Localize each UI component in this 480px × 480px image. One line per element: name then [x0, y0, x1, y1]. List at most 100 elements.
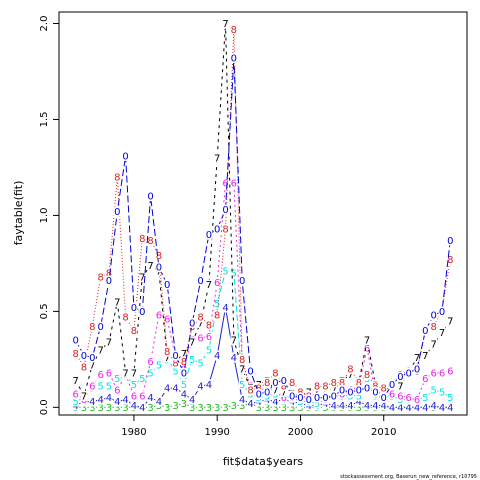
point-backdrop	[72, 396, 80, 407]
point-backdrop	[280, 402, 288, 413]
point-backdrop	[313, 398, 321, 409]
point-backdrop	[271, 385, 279, 396]
point-backdrop	[155, 250, 163, 261]
data-point: 0	[81, 351, 87, 362]
point-backdrop	[88, 360, 96, 371]
y-tick-label: 1.0	[39, 207, 50, 223]
data-point: 8	[231, 25, 237, 36]
point-backdrop	[105, 402, 113, 413]
data-point: 6	[406, 393, 412, 404]
point-backdrop	[88, 381, 96, 392]
data-point: 4	[447, 403, 453, 414]
point-backdrop	[155, 310, 163, 321]
point-backdrop	[413, 394, 421, 405]
data-point: 4	[239, 395, 245, 406]
data-point: 5	[439, 387, 445, 398]
data-point: 4	[172, 384, 178, 395]
point-backdrop	[97, 402, 105, 413]
data-point: 5	[181, 380, 187, 391]
point-backdrop	[213, 310, 221, 321]
point-backdrop	[172, 400, 180, 411]
point-backdrop	[338, 385, 346, 396]
data-point: 7	[122, 368, 128, 379]
point-backdrop	[321, 392, 329, 403]
data-point: 4	[222, 303, 228, 314]
point-backdrop	[205, 279, 213, 290]
data-point: 5	[97, 382, 103, 393]
data-point: 3	[222, 403, 228, 414]
data-point: 6	[231, 178, 237, 189]
point-backdrop	[355, 402, 363, 413]
data-point: 4	[247, 399, 253, 410]
point-backdrop	[321, 381, 329, 392]
data-point: 4	[156, 397, 162, 408]
data-point: 8	[181, 357, 187, 368]
point-backdrop	[113, 402, 121, 413]
data-point: 7	[239, 364, 245, 375]
point-backdrop	[405, 367, 413, 378]
series-layer: 3333333333333333333333333333333333333333…	[72, 18, 454, 414]
data-point: 8	[122, 313, 128, 324]
point-backdrop	[88, 321, 96, 332]
point-backdrop	[346, 400, 354, 411]
y-tick-label: 0.0	[39, 399, 50, 415]
series-8: 8888888888888888888888888888888888888888…	[72, 24, 454, 402]
point-backdrop	[255, 388, 263, 399]
point-backdrop	[421, 350, 429, 361]
point-backdrop	[247, 385, 255, 396]
data-point: 5	[222, 267, 228, 278]
data-point: 3	[122, 403, 128, 414]
point-backdrop	[296, 392, 304, 403]
data-point: 5	[356, 391, 362, 402]
data-point: 4	[364, 401, 370, 412]
point-backdrop	[130, 390, 138, 401]
point-backdrop	[205, 319, 213, 330]
point-backdrop	[205, 344, 213, 355]
point-backdrop	[413, 402, 421, 413]
data-point: 4	[181, 389, 187, 400]
point-backdrop	[446, 402, 454, 413]
point-backdrop	[388, 379, 396, 390]
data-point: 4	[389, 403, 395, 414]
data-point: 4	[397, 403, 403, 414]
point-backdrop	[446, 235, 454, 246]
data-point: 7	[72, 376, 78, 387]
data-point: 0	[314, 393, 320, 404]
point-backdrop	[88, 396, 96, 407]
data-point: 0	[114, 207, 120, 218]
data-point: 8	[81, 363, 87, 374]
data-point: 7	[181, 349, 187, 360]
point-backdrop	[88, 402, 96, 413]
data-point: 6	[106, 368, 112, 379]
point-backdrop	[230, 177, 238, 188]
point-backdrop	[113, 206, 121, 217]
data-point: 0	[364, 384, 370, 395]
data-point: 0	[164, 280, 170, 291]
point-backdrop	[147, 191, 155, 202]
point-backdrop	[222, 18, 230, 29]
point-backdrop	[255, 402, 263, 413]
data-point: 4	[347, 401, 353, 412]
point-backdrop	[396, 371, 404, 382]
point-backdrop	[405, 402, 413, 413]
data-point: 5	[131, 380, 137, 391]
point-backdrop	[130, 367, 138, 378]
data-point: 6	[164, 315, 170, 326]
data-point: 0	[422, 326, 428, 337]
point-backdrop	[113, 396, 121, 407]
data-point: 8	[239, 355, 245, 366]
point-backdrop	[271, 396, 279, 407]
point-backdrop	[72, 348, 80, 359]
data-point: 7	[431, 339, 437, 350]
point-backdrop	[130, 325, 138, 336]
data-point: 0	[156, 263, 162, 274]
data-point: 4	[206, 380, 212, 391]
point-backdrop	[97, 321, 105, 332]
data-point: 5	[431, 386, 437, 397]
point-backdrop	[288, 402, 296, 413]
point-backdrop	[396, 390, 404, 401]
series-line	[75, 58, 451, 401]
data-point: 5	[314, 399, 320, 410]
point-backdrop	[172, 350, 180, 361]
